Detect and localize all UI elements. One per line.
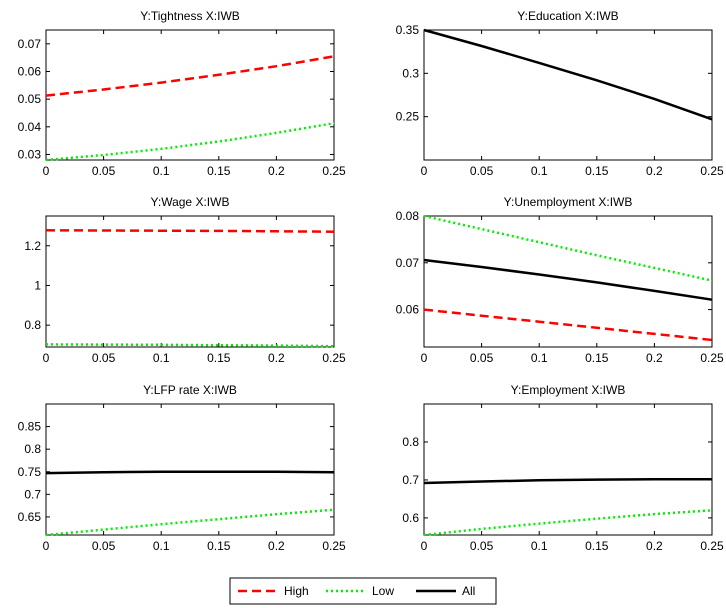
y-tick-label: 0.8 xyxy=(402,435,419,449)
x-tick-label: 0 xyxy=(43,164,50,178)
y-tick-label: 0.07 xyxy=(18,37,42,51)
x-tick-label: 0.2 xyxy=(268,164,285,178)
series-line-all xyxy=(423,477,712,485)
panel-title: Y:Employment X:IWB xyxy=(511,383,626,397)
series-line-low xyxy=(423,509,713,537)
panels: Y:Tightness X:IWB 0 0.05 0.1 0.15 0.2 0.25 0.03… xyxy=(18,9,724,553)
y-tick-label: 0.7 xyxy=(402,473,419,487)
x-tick-label: 0 xyxy=(421,539,428,553)
y-tick-label: 0.85 xyxy=(18,420,42,434)
panel-title: Y:LFP rate X:IWB xyxy=(143,383,237,397)
y-tick-label: 0.3 xyxy=(402,66,419,80)
y-tick-label: 0.03 xyxy=(18,147,42,161)
x-tick-label: 0.05 xyxy=(470,539,494,553)
y-tick-label: 0.8 xyxy=(24,442,41,456)
series-line-low xyxy=(45,121,335,162)
x-tick-label: 0.2 xyxy=(646,539,663,553)
legend: High Low All xyxy=(229,577,497,605)
y-tick-label: 0.04 xyxy=(18,120,42,134)
series-line-low xyxy=(45,343,335,348)
y-tick-label: 0.35 xyxy=(396,23,420,37)
y-tick-label: 0.65 xyxy=(18,510,42,524)
y-tick-label: 0.06 xyxy=(396,303,420,317)
panel-4: Y:Unemployment X:IWB 0 0.05 0.1 0.15 0.2 0.25 0… xyxy=(396,195,724,365)
series-line-high xyxy=(45,229,335,233)
x-tick-label: 0.1 xyxy=(153,539,170,553)
x-tick-label: 0 xyxy=(421,351,428,365)
legend-label-low: Low xyxy=(372,584,394,598)
x-tick-label: 0.15 xyxy=(207,351,231,365)
x-tick-label: 0.25 xyxy=(322,164,346,178)
panel-title: Y:Tightness X:IWB xyxy=(140,9,240,23)
x-tick-label: 0.1 xyxy=(153,164,170,178)
x-tick-label: 0.05 xyxy=(92,164,116,178)
y-tick-label: 0.07 xyxy=(396,256,420,270)
x-tick-label: 0.25 xyxy=(700,539,724,553)
x-tick-label: 0.2 xyxy=(268,351,285,365)
panel-title: Y:Wage X:IWB xyxy=(151,195,230,209)
y-tick-label: 1 xyxy=(34,278,41,292)
y-tick-label: 0.8 xyxy=(24,318,41,332)
y-tick-label: 0.06 xyxy=(18,64,42,78)
panel-1: Y:Tightness X:IWB 0 0.05 0.1 0.15 0.2 0.25 0.03… xyxy=(18,9,346,178)
panel-title: Y:Education X:IWB xyxy=(517,9,618,23)
series-line-all xyxy=(423,28,713,121)
plot-frame xyxy=(45,403,335,536)
plot-frame xyxy=(423,215,713,348)
y-tick-label: 1.2 xyxy=(24,239,41,253)
y-tick-label: 0.08 xyxy=(396,209,420,223)
x-tick-label: 0.25 xyxy=(322,539,346,553)
series-line-high xyxy=(45,55,335,97)
x-tick-label: 0 xyxy=(43,351,50,365)
x-tick-label: 0.05 xyxy=(92,539,116,553)
x-tick-label: 0.1 xyxy=(153,351,170,365)
legend-label-high: High xyxy=(284,584,309,598)
panel-2: Y:Education X:IWB 0 0.05 0.1 0.15 0.2 0.25 0.25… xyxy=(396,9,724,178)
x-tick-label: 0.1 xyxy=(531,164,548,178)
series-line-all xyxy=(45,470,335,475)
x-tick-label: 0.15 xyxy=(585,164,609,178)
x-tick-label: 0.2 xyxy=(268,539,285,553)
x-tick-label: 0.05 xyxy=(470,351,494,365)
series-line-low xyxy=(45,508,335,537)
series-line-high xyxy=(423,308,713,342)
x-tick-label: 0.05 xyxy=(92,351,116,365)
x-tick-label: 0.2 xyxy=(646,164,663,178)
x-tick-label: 0.15 xyxy=(585,351,609,365)
x-tick-label: 0 xyxy=(421,164,428,178)
y-tick-label: 0.75 xyxy=(18,465,42,479)
y-tick-label: 0.25 xyxy=(396,110,420,124)
panel-6: Y:Employment X:IWB 0 0.05 0.1 0.15 0.2 0.25 0.6… xyxy=(402,383,724,553)
panel-title: Y:Unemployment X:IWB xyxy=(504,195,633,209)
y-tick-label: 0.05 xyxy=(18,92,42,106)
x-tick-label: 0.15 xyxy=(207,164,231,178)
x-tick-label: 0.15 xyxy=(207,539,231,553)
x-tick-label: 0 xyxy=(43,539,50,553)
panel-3: Y:Wage X:IWB 0 0.05 0.1 0.15 0.2 0.25 0.8 1 1.2 xyxy=(24,195,346,365)
y-tick-label: 0.7 xyxy=(24,487,41,501)
series-line-all xyxy=(423,258,713,301)
x-tick-label: 0.25 xyxy=(700,351,724,365)
x-tick-label: 0.25 xyxy=(322,351,346,365)
panel-5: Y:LFP rate X:IWB 0 0.05 0.1 0.15 0.2 0.25 0.65 0… xyxy=(18,383,346,553)
legend-label-all: All xyxy=(462,584,475,598)
x-tick-label: 0.25 xyxy=(700,164,724,178)
x-tick-label: 0.15 xyxy=(585,539,609,553)
x-tick-label: 0.2 xyxy=(646,351,663,365)
plot-frame xyxy=(423,403,713,536)
series-line-low xyxy=(423,214,713,282)
plot-frame xyxy=(45,215,335,348)
x-tick-label: 0.05 xyxy=(470,164,494,178)
y-tick-label: 0.6 xyxy=(402,511,419,525)
x-tick-label: 0.1 xyxy=(531,351,548,365)
plot-frame xyxy=(423,29,713,161)
x-tick-label: 0.1 xyxy=(531,539,548,553)
